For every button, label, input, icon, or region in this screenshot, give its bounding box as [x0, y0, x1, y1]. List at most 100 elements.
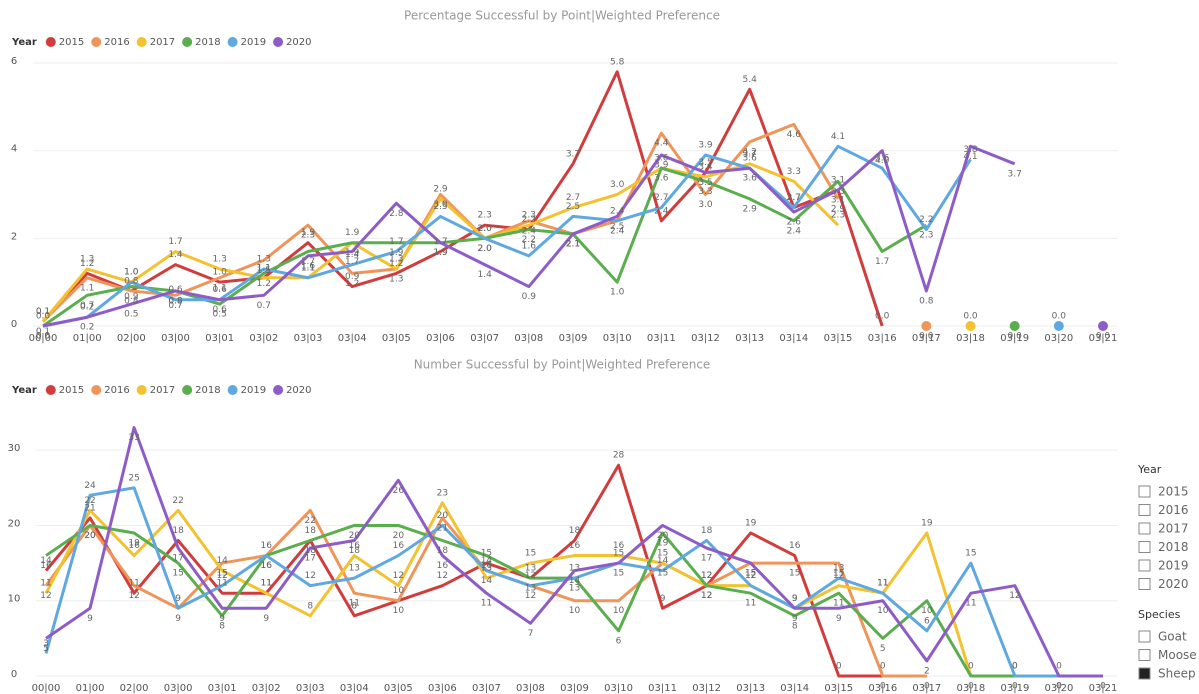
x-tick-label: 03|08	[514, 333, 543, 344]
data-label: 0.7	[80, 301, 94, 311]
legend-label[interactable]: 2015	[59, 37, 84, 48]
checkbox[interactable]	[1138, 559, 1151, 572]
slicer-item[interactable]: Goat	[1158, 630, 1187, 644]
data-label: 2.1	[566, 239, 580, 249]
data-label: 9	[792, 594, 798, 604]
legend-label[interactable]: 2019	[241, 385, 266, 396]
slicer-item[interactable]: 2018	[1158, 540, 1189, 554]
x-tick-label: 02|00	[120, 683, 149, 694]
data-label: 0.9	[124, 292, 139, 302]
data-label: 14	[481, 576, 493, 586]
data-label: 11	[965, 599, 976, 609]
checkbox[interactable]	[1138, 630, 1151, 643]
y-tick-label: 10	[8, 594, 21, 605]
data-label: 0	[924, 682, 930, 692]
checkbox[interactable]	[1138, 649, 1151, 661]
slicer-item[interactable]: Moose	[1158, 648, 1197, 662]
slicer-item[interactable]: Sheep	[1158, 667, 1196, 681]
checkbox[interactable]	[1138, 541, 1151, 553]
data-label: 3.0	[610, 180, 625, 190]
slicer-item[interactable]: 2017	[1158, 522, 1189, 536]
data-label: 2.9	[831, 204, 846, 214]
data-label: 25	[128, 473, 139, 483]
slicer-item[interactable]: 2019	[1158, 559, 1189, 573]
data-label: 1.4	[345, 250, 360, 260]
data-label: 16	[569, 541, 581, 551]
legend-label[interactable]: 2016	[104, 385, 129, 396]
data-label: 2.4	[610, 206, 625, 216]
x-tick-label: 03|13	[736, 683, 765, 694]
data-label: 2.0	[478, 224, 493, 234]
slicer-item[interactable]: 2020	[1158, 577, 1189, 591]
data-label: 11	[216, 579, 227, 589]
data-label: 12	[305, 571, 316, 581]
data-label: 0	[1056, 662, 1062, 672]
data-label: 1.3	[213, 255, 227, 265]
legend-label[interactable]: 2017	[150, 385, 175, 396]
x-tick-label: 03|10	[604, 683, 633, 694]
data-label: 12	[745, 571, 756, 581]
data-label: 3.7	[743, 149, 757, 159]
data-label: 4.2	[743, 147, 757, 157]
data-label: 10	[393, 606, 405, 616]
data-label: 9	[175, 614, 181, 624]
data-label: 8	[219, 621, 225, 631]
series-line	[44, 501, 1015, 678]
data-label: 3.6	[743, 154, 758, 164]
data-label: 3.3	[787, 167, 801, 177]
legend-title: Year	[11, 37, 37, 48]
data-label: 19	[657, 538, 669, 548]
legend-label[interactable]: 2020	[286, 385, 311, 396]
data-label: 3.8	[963, 145, 978, 155]
data-label: 12	[745, 571, 756, 581]
checkbox[interactable]	[1138, 522, 1151, 535]
data-label: 1.9	[433, 248, 448, 258]
x-tick-label: 03|02	[249, 333, 278, 344]
checkbox[interactable]	[1138, 504, 1151, 516]
data-label: 15	[172, 569, 183, 579]
legend-label[interactable]: 2015	[59, 385, 84, 396]
data-label: 12	[525, 591, 536, 601]
data-label: 5	[43, 644, 49, 654]
legend-label[interactable]: 2016	[104, 37, 129, 48]
data-label: 13	[481, 564, 492, 574]
data-label: 1.9	[433, 248, 448, 258]
data-label: 24	[84, 481, 96, 491]
data-label: 18	[701, 526, 713, 536]
data-label: 13	[525, 584, 536, 594]
checkbox[interactable]	[1138, 667, 1151, 680]
legend-label[interactable]: 2019	[241, 37, 266, 48]
legend-label[interactable]: 2018	[195, 37, 220, 48]
checkbox[interactable]	[1138, 578, 1151, 590]
data-label: 12	[701, 591, 712, 601]
x-tick-label: 03|04	[340, 683, 369, 694]
data-label: 1.1	[257, 263, 271, 273]
data-label: 0	[836, 662, 842, 672]
data-label: 4.1	[831, 132, 845, 142]
y-tick-label: 0	[11, 319, 17, 330]
data-label: 1.4	[168, 250, 183, 260]
data-label: 22	[84, 496, 95, 506]
data-label: 13	[349, 564, 360, 574]
data-label: 18	[172, 526, 184, 536]
legend-label[interactable]: 2017	[150, 37, 175, 48]
legend-label[interactable]: 2020	[286, 37, 311, 48]
slicer-item[interactable]: 2015	[1158, 485, 1189, 499]
data-label: 2.2	[522, 215, 536, 225]
data-label: 18	[305, 546, 317, 556]
slicer-item[interactable]: 2016	[1158, 503, 1189, 517]
data-label: 28	[613, 451, 625, 461]
chart-title: Number Successful by Point|Weighted Pref…	[414, 358, 711, 372]
data-label: 12	[393, 571, 404, 581]
legend-label[interactable]: 2018	[195, 385, 220, 396]
data-label: 11	[128, 579, 139, 589]
data-label: 15	[216, 569, 227, 579]
data-label: 0	[1012, 662, 1018, 672]
data-label: 0	[968, 662, 974, 672]
data-label: 2.3	[301, 231, 315, 241]
data-label: 2.3	[522, 211, 536, 221]
data-label: 0	[1012, 662, 1018, 672]
data-label: 3.1	[831, 176, 845, 186]
checkbox[interactable]	[1138, 485, 1151, 498]
